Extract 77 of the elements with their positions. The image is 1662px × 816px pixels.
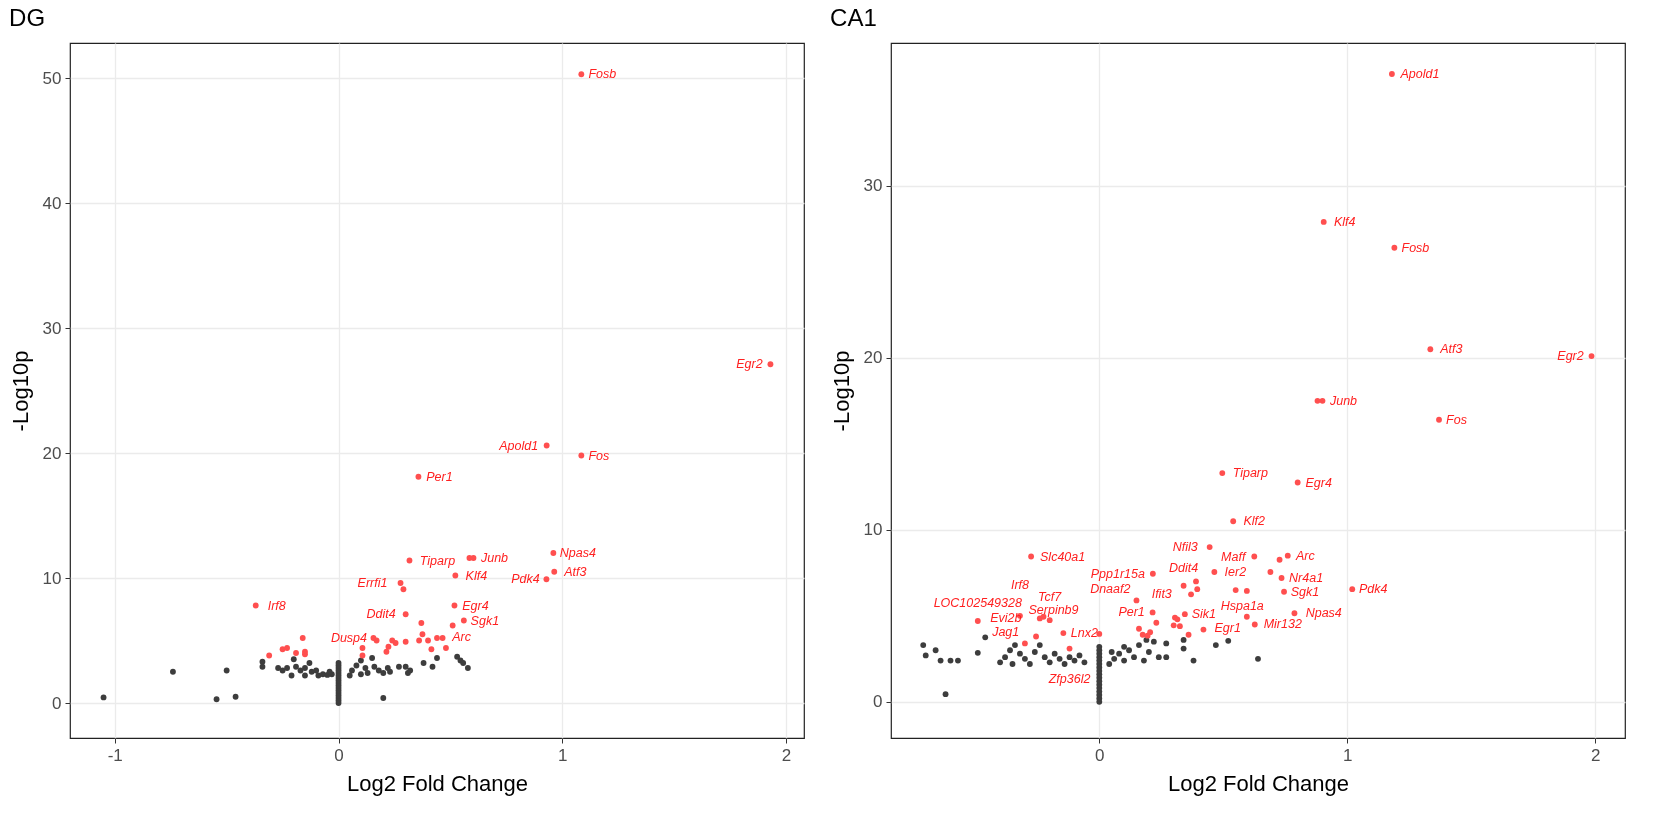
annotation: Irf8 <box>267 598 286 613</box>
y-tick-label: 10 <box>42 568 62 588</box>
annotation: Sgk1 <box>1290 584 1320 599</box>
y-tick-label: 10 <box>863 520 883 540</box>
annotation: Mir132 <box>1263 617 1302 632</box>
annotation: Zfp36l2 <box>1047 672 1091 687</box>
x-tick-label: 2 <box>781 745 792 765</box>
annotation: Jag1 <box>991 625 1020 640</box>
x-tick-label: 1 <box>1343 745 1353 765</box>
annotation: Serpinb9 <box>1028 603 1079 618</box>
annotation: Ifit3 <box>1151 587 1172 602</box>
annotation: Irf8 <box>1010 578 1030 593</box>
annotation: Fosb <box>588 67 617 82</box>
annotation: Ier2 <box>1224 564 1247 579</box>
annotation: Dnaaf2 <box>1090 582 1131 597</box>
x-axis-title: Log2 Fold Change <box>346 770 529 796</box>
annotation: Fos <box>1446 412 1467 427</box>
annotation: Egr2 <box>1557 349 1584 364</box>
annotation: Per1 <box>426 469 453 484</box>
annotation: Slc40a1 <box>1040 549 1086 564</box>
chart-title: CA1 <box>830 4 877 31</box>
annotation: Egr4 <box>1305 475 1332 490</box>
annotation: Ddit4 <box>366 607 396 622</box>
annotation: Dusp4 <box>330 631 368 645</box>
x-tick-label: -1 <box>107 745 123 765</box>
y-tick-label: 20 <box>42 443 62 463</box>
chart-title: DG <box>9 4 46 31</box>
annotation: Egr1 <box>1214 620 1241 635</box>
x-tick-label: 0 <box>1095 745 1105 765</box>
annotation: Arc <box>1294 548 1316 563</box>
annotation: Klf2 <box>1243 514 1266 529</box>
x-tick-label: 1 <box>558 745 568 765</box>
annotation: Hspa1a <box>1220 599 1264 614</box>
annotation: Fos <box>588 448 610 463</box>
annotation: Ddit4 <box>1169 561 1199 576</box>
annotation: Npas4 <box>1305 606 1342 621</box>
y-axis-title: -Log10p <box>828 350 854 432</box>
y-axis-title: -Log10p <box>7 350 33 432</box>
annotation: Nr4a1 <box>1289 571 1324 586</box>
y-tick-label: 50 <box>42 68 62 88</box>
y-tick-label: 20 <box>863 348 883 368</box>
y-tick-label: 0 <box>52 693 62 713</box>
annotation: Apold1 <box>498 438 539 453</box>
annotation: Klf4 <box>465 568 488 583</box>
annotation: LOC102549328 <box>933 596 1022 611</box>
annotation: Nfil3 <box>1172 540 1198 555</box>
annotation: Atf3 <box>1439 342 1463 357</box>
annotation: Apold1 <box>1399 66 1440 81</box>
annotation: Tiparp <box>1232 466 1268 481</box>
y-tick-label: 40 <box>42 193 62 213</box>
annotation: Klf4 <box>1333 214 1356 229</box>
annotation: Pdk4 <box>1358 582 1388 597</box>
y-tick-label: 0 <box>873 692 883 712</box>
annotation: Sik1 <box>1191 606 1217 621</box>
y-tick-label: 30 <box>863 176 883 196</box>
annotation: Egr2 <box>736 357 763 372</box>
annotation: Sgk1 <box>470 613 500 628</box>
annotation: Per1 <box>1118 605 1145 620</box>
annotation: Maff <box>1221 549 1247 564</box>
annotation: Egr4 <box>462 598 489 613</box>
annotation: Junb <box>1328 393 1358 408</box>
annotation: Ppp1r15a <box>1090 566 1146 581</box>
x-axis-title: Log2 Fold Change <box>1167 770 1350 796</box>
annotation: Npas4 <box>559 546 596 560</box>
annotation: Fosb <box>1401 240 1430 255</box>
annotation: Tcf7 <box>1038 589 1063 604</box>
annotation: Pdk4 <box>511 572 540 587</box>
annotation: Tiparp <box>419 553 456 568</box>
annotation: Lnx2 <box>1070 626 1098 641</box>
y-tick-label: 30 <box>42 318 62 338</box>
annotation: Arc <box>451 630 472 645</box>
annotation: Errfi1 <box>357 576 388 590</box>
annotation: Junb <box>479 551 509 565</box>
annotation: Evi2b <box>990 610 1022 625</box>
annotation: Atf3 <box>563 564 587 579</box>
x-tick-label: 0 <box>334 745 344 765</box>
x-tick-label: 2 <box>1591 745 1601 765</box>
